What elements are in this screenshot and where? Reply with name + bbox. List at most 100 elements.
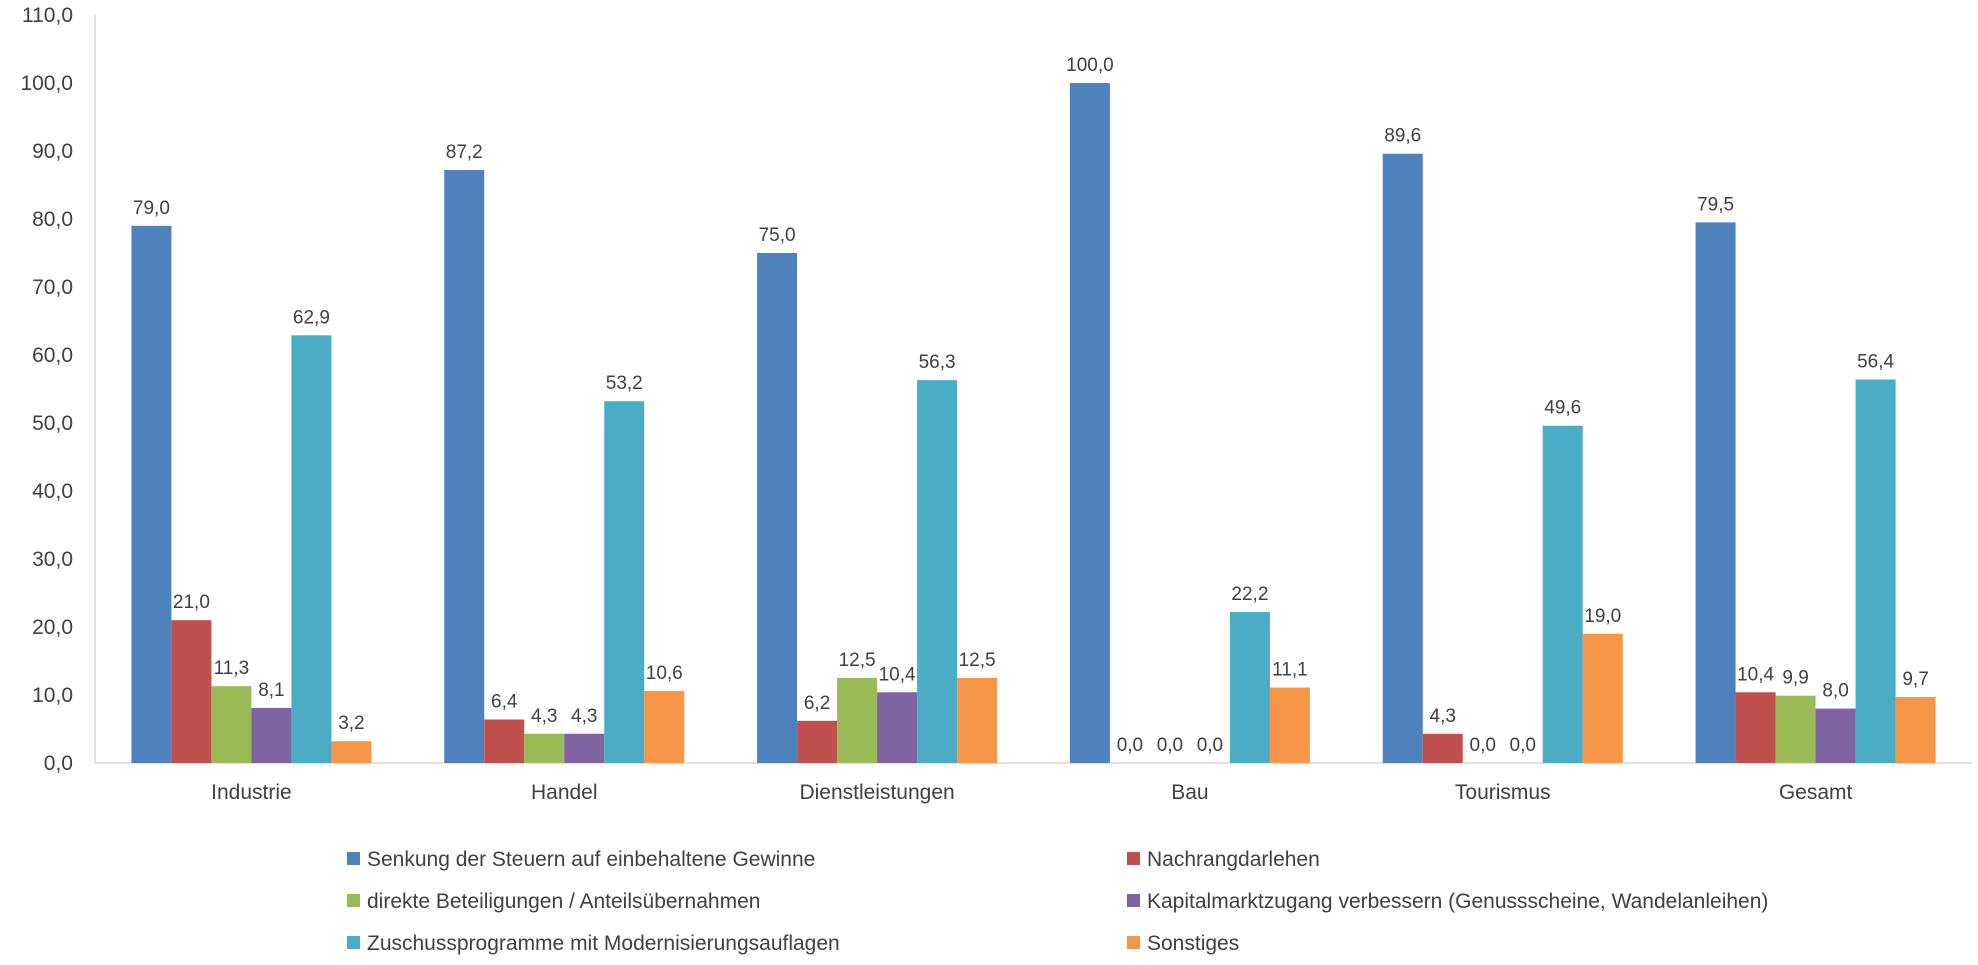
- data-label: 9,7: [1902, 669, 1928, 690]
- data-label: 12,5: [959, 650, 996, 671]
- data-label: 10,4: [879, 664, 916, 685]
- bar: [797, 720, 838, 763]
- bar: [211, 686, 252, 763]
- legend-swatch: [347, 894, 360, 907]
- legend-swatch: [1127, 852, 1140, 865]
- bar: [1582, 633, 1623, 763]
- y-tick-label: 0,0: [44, 752, 73, 775]
- legend-entry: Nachrangdarlehen: [1147, 848, 1320, 871]
- x-tick-label: Gesamt: [1779, 781, 1853, 804]
- bar: [1269, 687, 1310, 763]
- bar: [564, 733, 605, 763]
- x-tick-label: Industrie: [211, 781, 292, 804]
- bar: [1775, 695, 1816, 763]
- bar: [1695, 222, 1736, 763]
- bar: [1815, 708, 1856, 763]
- legend-swatch: [347, 936, 360, 949]
- y-tick-label: 20,0: [32, 616, 73, 639]
- y-tick-label: 90,0: [32, 140, 73, 163]
- bar: [484, 719, 525, 763]
- bar: [1542, 425, 1583, 763]
- legend-swatch: [1127, 936, 1140, 949]
- data-label: 8,1: [258, 680, 284, 701]
- data-label: 0,0: [1157, 735, 1183, 756]
- data-label: 56,3: [919, 352, 956, 373]
- data-label: 22,2: [1231, 584, 1268, 605]
- legend-swatch: [1127, 894, 1140, 907]
- bar: [1422, 733, 1463, 763]
- y-tick-label: 50,0: [32, 412, 73, 435]
- legend-entry: Sonstiges: [1147, 932, 1239, 955]
- data-label: 11,3: [214, 658, 250, 679]
- data-label: 87,2: [446, 142, 483, 163]
- data-label: 100,0: [1066, 55, 1114, 76]
- y-tick-label: 80,0: [32, 208, 73, 231]
- x-tick-label: Tourismus: [1455, 781, 1551, 804]
- data-label: 0,0: [1510, 735, 1536, 756]
- bar: [1069, 83, 1110, 763]
- bar: [917, 380, 958, 763]
- bar: [131, 225, 172, 764]
- data-label: 49,6: [1544, 398, 1581, 419]
- data-label: 4,3: [531, 706, 557, 727]
- legend-entry: Senkung der Steuern auf einbehaltene Gew…: [367, 848, 815, 871]
- legend-entry: Zuschussprogramme mit Modernisierungsauf…: [367, 932, 840, 955]
- data-label: 10,4: [1737, 664, 1774, 685]
- data-label: 12,5: [839, 650, 876, 671]
- data-label: 0,0: [1470, 735, 1496, 756]
- data-label: 79,0: [133, 198, 170, 219]
- bar: [957, 678, 998, 763]
- x-tick-label: Bau: [1171, 781, 1208, 804]
- bar: [837, 678, 878, 763]
- data-label: 56,4: [1857, 351, 1894, 372]
- data-label: 89,6: [1384, 126, 1421, 147]
- legend-entry: Kapitalmarktzugang verbessern (Genusssch…: [1147, 890, 1768, 913]
- bar: [171, 620, 212, 763]
- legend: Senkung der Steuern auf einbehaltene Gew…: [347, 848, 1768, 955]
- bar: [1382, 153, 1423, 764]
- data-label: 8,0: [1822, 681, 1848, 702]
- bar: [1735, 692, 1776, 763]
- y-tick-label: 60,0: [32, 344, 73, 367]
- legend-entry: direkte Beteiligungen / Anteilsübernahme…: [367, 890, 760, 913]
- axes: 0,0 10,0 20,0 30,0 40,0 50,0 60,0 70,0 80,0 90,0 1…: [20, 4, 1972, 804]
- bars: [131, 83, 1936, 764]
- y-tick-label: 40,0: [32, 480, 73, 503]
- y-tick-label: 110,0: [22, 4, 73, 27]
- data-label: 0,0: [1117, 735, 1143, 756]
- data-label: 19,0: [1584, 606, 1621, 627]
- data-label: 11,1: [1272, 660, 1308, 681]
- y-tick-label: 30,0: [32, 548, 73, 571]
- bar: [444, 170, 485, 764]
- bar: [877, 692, 918, 763]
- data-label: 9,9: [1782, 668, 1808, 689]
- bar: [757, 253, 798, 763]
- bar: [331, 741, 372, 763]
- data-label: 6,2: [804, 693, 830, 714]
- bar: [251, 707, 292, 763]
- bar: [1895, 697, 1936, 763]
- data-label: 6,4: [491, 691, 518, 712]
- legend-swatch: [347, 852, 360, 865]
- data-label: 10,6: [646, 663, 683, 684]
- bar: [644, 690, 685, 763]
- data-labels: 79,0 21,0 11,3 8,1 62,9 3,2 87,2 6,4 4,3 4,3 53,2 1…: [133, 55, 1929, 756]
- bar: [524, 733, 565, 763]
- y-tick-label: 70,0: [32, 276, 73, 299]
- data-label: 0,0: [1197, 735, 1223, 756]
- data-label: 4,3: [1430, 706, 1456, 727]
- y-tick-label: 10,0: [32, 684, 73, 707]
- y-tick-label: 100,0: [20, 72, 73, 95]
- data-label: 21,0: [173, 592, 210, 613]
- data-label: 4,3: [571, 706, 597, 727]
- data-label: 79,5: [1697, 194, 1734, 215]
- x-tick-label: Dienstleistungen: [799, 781, 954, 804]
- x-tick-label: Handel: [531, 781, 598, 804]
- data-label: 75,0: [759, 225, 796, 246]
- data-label: 3,2: [338, 713, 364, 734]
- data-label: 53,2: [606, 373, 643, 394]
- bar: [604, 401, 645, 763]
- bar: [1229, 612, 1270, 763]
- bar: [1855, 379, 1896, 763]
